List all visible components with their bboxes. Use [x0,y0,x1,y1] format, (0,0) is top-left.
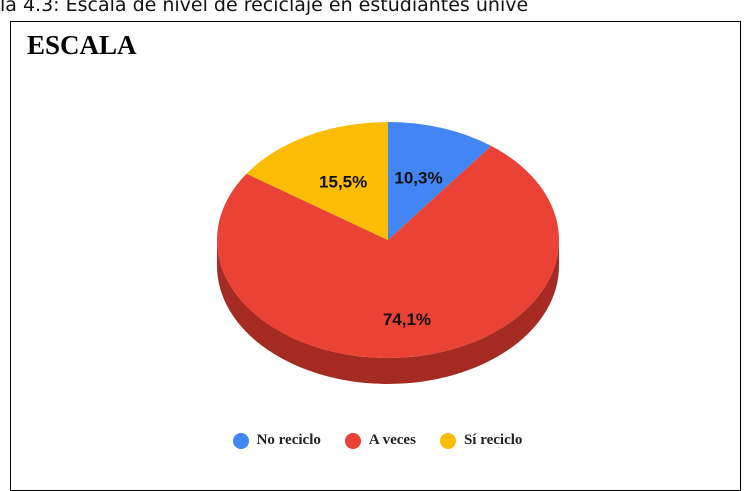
legend-swatch-si-reciclo [439,432,456,449]
pie-sides [217,240,559,384]
legend-label-a-veces: A veces [368,432,416,448]
legend-label-si-reciclo: Sí reciclo [463,432,523,448]
pie-slice-si-reciclo [246,122,388,240]
pie-slice-a-veces [217,145,559,358]
pie-top [217,122,559,358]
legend-item-no-reciclo: No reciclo [232,432,321,449]
figure-caption: la 4.3: Escala de nivel de reciclaje en … [0,0,529,16]
legend-label-no-reciclo: No reciclo [256,432,321,448]
pie-slice-no-reciclo [388,122,492,240]
legend-item-a-veces: A veces [344,432,416,449]
data-label-a-veces: 74,1% [383,310,431,329]
legend-swatch-no-reciclo [232,432,249,449]
legend: No reciclo A veces Sí reciclo [0,432,755,449]
chart-title: ESCALA [27,30,137,60]
data-label-no-reciclo: 10,3% [394,168,442,187]
legend-item-si-reciclo: Sí reciclo [439,432,523,449]
pie-labels: 10,3% 74,1% 15,5% [319,168,443,329]
data-label-si-reciclo: 15,5% [319,173,367,192]
pie-chart: 10,3% 74,1% 15,5% [217,122,559,384]
pie-side-a-veces [217,240,559,384]
legend-swatch-a-veces [344,432,361,449]
